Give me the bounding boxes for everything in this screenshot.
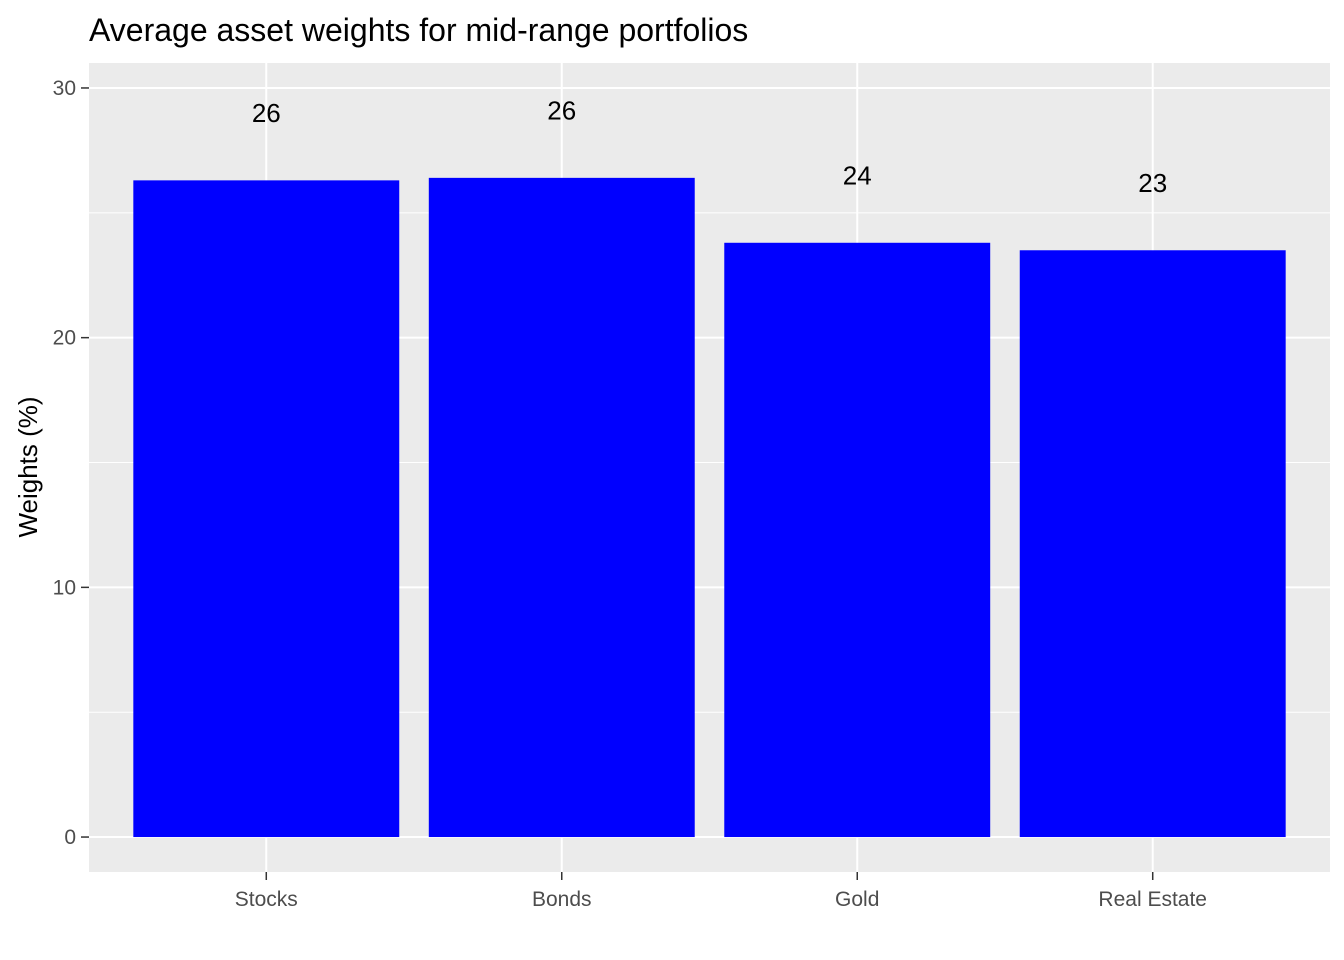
bar-value-label: 26	[252, 98, 281, 128]
x-tick-label: Real Estate	[1098, 888, 1207, 911]
chart-title: Average asset weights for mid-range port…	[89, 12, 748, 48]
bar-stocks	[133, 180, 400, 838]
y-tick-label: 0	[64, 826, 76, 849]
bar-value-labels: 26 26 24 23	[252, 95, 1167, 197]
bar-bonds	[428, 177, 695, 838]
bar-value-label: 23	[1138, 168, 1167, 198]
bar-gold	[724, 242, 991, 838]
bar-value-label: 26	[547, 95, 576, 125]
x-tick-label: Stocks	[235, 888, 298, 911]
bar-real-estate	[1019, 250, 1286, 838]
x-tick-label: Gold	[835, 888, 879, 911]
y-axis-title: Weights (%)	[13, 396, 43, 537]
bars	[133, 177, 1286, 838]
y-tick-label: 20	[53, 327, 76, 350]
bar-value-label: 24	[843, 160, 872, 190]
x-axis: Stocks Bonds Gold Real Estate	[235, 872, 1207, 911]
y-axis: 0 10 20 30	[53, 77, 89, 849]
y-tick-label: 10	[53, 576, 76, 599]
x-tick-label: Bonds	[532, 888, 592, 911]
y-tick-label: 30	[53, 77, 76, 100]
